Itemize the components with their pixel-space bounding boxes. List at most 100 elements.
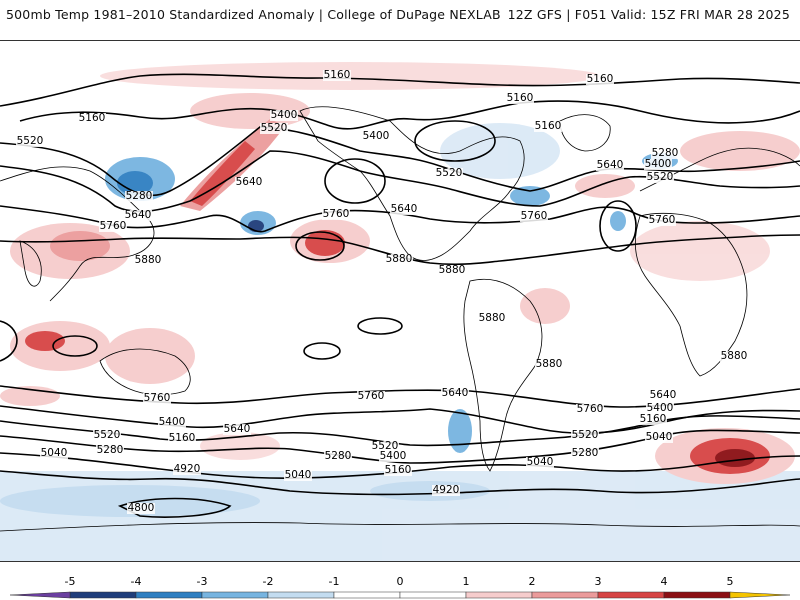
coastlines — [0, 106, 800, 532]
contour-label-bg — [371, 441, 399, 452]
contour-label-bg — [284, 470, 312, 481]
contour-label: 5520 — [94, 429, 121, 441]
colorbar-ticks: -5 -4 -3 -2 -1 0 1 2 3 4 5 — [65, 575, 734, 588]
contour-label: 5040 — [285, 469, 312, 481]
contour-label: 5760 — [577, 403, 604, 415]
colorbar-tick-label: 1 — [463, 575, 470, 588]
contour-label-bg — [520, 211, 548, 222]
contour-label: 5520 — [647, 171, 674, 183]
colorbar-upper-extension — [729, 591, 791, 599]
colorbar-tick-label: 5 — [727, 575, 734, 588]
contour-label: 5640 — [650, 389, 677, 401]
shading-blob — [105, 328, 195, 384]
colorbar-swatches — [9, 591, 791, 599]
colorbar-tick-label: 0 — [397, 575, 404, 588]
shading-blob — [0, 485, 260, 517]
colorbar-swatch — [399, 591, 467, 599]
colorbar-tick-label: -4 — [131, 575, 142, 588]
contour-label-bg — [648, 215, 676, 226]
shading-blob — [440, 123, 560, 179]
contour-label: 5040 — [527, 456, 554, 468]
shading-blob — [305, 230, 345, 256]
contour-label: 5640 — [125, 209, 152, 221]
contour-label: 5280 — [652, 147, 679, 159]
shading-blob — [370, 481, 490, 501]
contour-label: 5160 — [507, 92, 534, 104]
shading-blob — [575, 174, 635, 198]
contour-line — [0, 234, 800, 266]
contour-label: 5400 — [380, 450, 407, 462]
contour-label: 5880 — [135, 254, 162, 266]
colorbar-tick-label: -1 — [329, 575, 340, 588]
contour-label: 5400 — [363, 130, 390, 142]
contour-label-bg — [385, 254, 413, 265]
contour-line — [599, 200, 637, 252]
colorbar-swatch — [465, 591, 533, 599]
contour-label: 5160 — [640, 413, 667, 425]
contour-label: 5160 — [385, 464, 412, 476]
contour-label: 5160 — [535, 120, 562, 132]
contour-label-bg — [646, 403, 674, 414]
contour-label-bg — [270, 110, 298, 121]
contour-line — [117, 497, 232, 518]
contour-label-bg — [322, 209, 350, 220]
contour-label-bg — [576, 404, 604, 415]
contour-label-bg — [526, 457, 554, 468]
shading-blob — [610, 211, 626, 231]
contour-line — [52, 335, 98, 357]
contour-line — [324, 158, 386, 204]
colorbar: -5 -4 -3 -2 -1 0 1 2 3 4 5 — [9, 575, 791, 599]
colorbar-swatch — [333, 591, 401, 599]
map-title: 500mb Temp 1981–2010 Standardized Anomal… — [6, 7, 501, 22]
contour-label-bg — [646, 172, 674, 183]
contour-label: 5640 — [442, 387, 469, 399]
shading-blob — [715, 449, 755, 467]
contour-label: 5160 — [587, 73, 614, 85]
contour-label: 4920 — [433, 484, 460, 496]
contour-label: 5040 — [41, 447, 68, 459]
colorbar-tick-label: 2 — [529, 575, 536, 588]
contour-label-bg — [223, 424, 251, 435]
model-run-info: 12Z GFS | F051 Valid: 15Z FRI MAR 28 202… — [507, 7, 790, 22]
coastline-south-america — [463, 278, 543, 472]
contour-label: 5880 — [439, 264, 466, 276]
colorbar-tick-label: 3 — [595, 575, 602, 588]
contour-label-bg — [143, 393, 171, 404]
contour-label: 5880 — [386, 253, 413, 265]
contour-label-bg — [168, 433, 196, 444]
colorbar-lower-extension — [9, 591, 71, 599]
contour-label-bg — [435, 168, 463, 179]
shading-blob — [190, 141, 255, 206]
shading-blob — [50, 231, 110, 261]
contour-label-bg — [571, 430, 599, 441]
shading-blob — [680, 131, 800, 171]
contour-label: 5640 — [391, 203, 418, 215]
contour-label-bg — [324, 451, 352, 462]
contour-line — [357, 317, 403, 335]
contour-label-bg — [534, 121, 562, 132]
colorbar-swatch — [135, 591, 203, 599]
coastline-asia — [0, 166, 155, 302]
contour-label-bg — [644, 159, 672, 170]
contour-label-bg — [93, 430, 121, 441]
contour-label-bg — [260, 123, 288, 134]
colorbar-swatch — [597, 591, 665, 599]
colorbar-tick-label: 4 — [661, 575, 668, 588]
contour-label-bg — [596, 160, 624, 171]
contour-label-bg — [639, 414, 667, 425]
shading-blob — [25, 331, 65, 351]
contour-label-bg — [384, 465, 412, 476]
coastline-antarctica — [0, 522, 800, 532]
contour-label-bg — [125, 191, 153, 202]
contour-label-bg — [173, 464, 201, 475]
contour-label: 5640 — [236, 176, 263, 188]
contour-label-bg — [571, 448, 599, 459]
contour-label-bg — [78, 113, 106, 124]
contour-label-bg — [478, 313, 506, 324]
contour-label-bg — [134, 255, 162, 266]
contour-label-bg — [441, 388, 469, 399]
contour-label: 5880 — [479, 312, 506, 324]
contour-label-bg — [127, 503, 155, 514]
coastline-india — [19, 240, 42, 287]
colorbar-swatch — [663, 591, 731, 599]
